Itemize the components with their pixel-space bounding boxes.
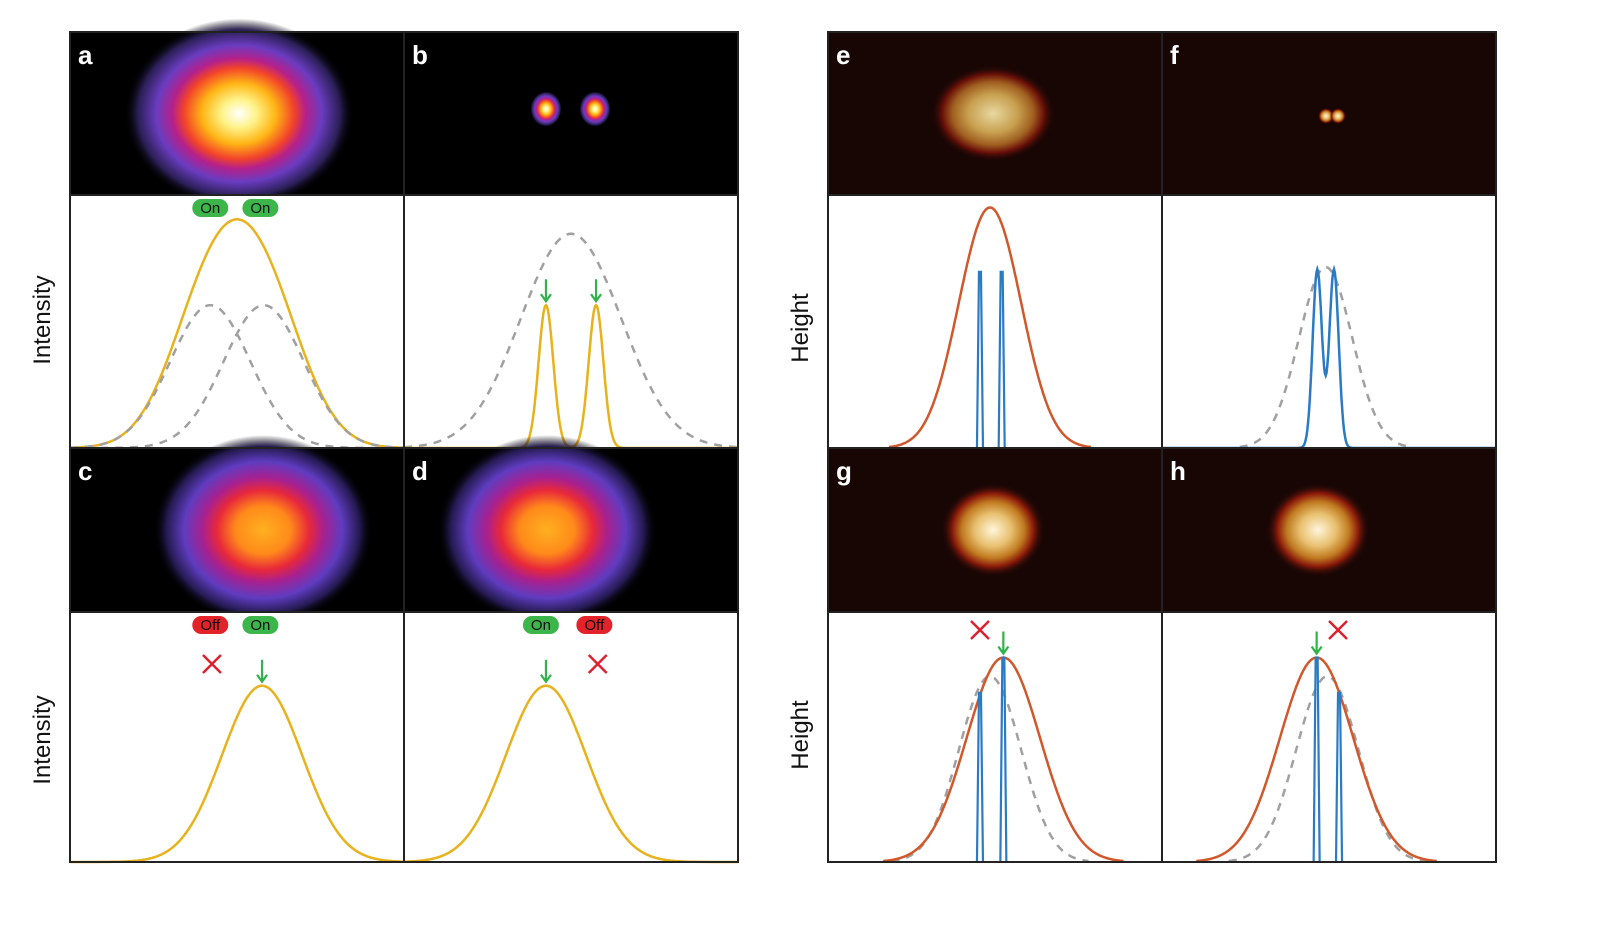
panel-letter: g bbox=[836, 456, 852, 486]
plot-area bbox=[1162, 612, 1496, 862]
cross-icon bbox=[587, 654, 608, 674]
panel-letter: c bbox=[78, 456, 92, 486]
afm-dot bbox=[1330, 108, 1346, 124]
panel-c: c Off On bbox=[69, 435, 405, 864]
state-badge-on bbox=[242, 199, 279, 217]
molecule-spike bbox=[1334, 691, 1344, 863]
afm-height-blob bbox=[1266, 483, 1370, 577]
panel-h: h bbox=[1161, 447, 1497, 863]
state-badge-on bbox=[192, 199, 229, 217]
fluorescence-spot bbox=[530, 91, 562, 127]
panel-letter: d bbox=[412, 456, 428, 486]
plot-area bbox=[70, 195, 404, 448]
y-axis-label: Height bbox=[787, 700, 814, 770]
series-diffraction bbox=[403, 232, 739, 449]
state-badge-off bbox=[192, 616, 229, 634]
arrow-down-icon bbox=[1310, 631, 1323, 656]
panel-e: e bbox=[827, 31, 1163, 449]
arrow-down-icon bbox=[590, 279, 602, 304]
state-badge-off bbox=[576, 616, 613, 634]
plot-area bbox=[404, 195, 738, 448]
molecule-spike bbox=[1312, 656, 1321, 863]
arrow-down-icon bbox=[540, 659, 552, 684]
series-envelope bbox=[1239, 265, 1412, 449]
plot-area bbox=[404, 612, 738, 862]
panel-b: b bbox=[403, 31, 739, 450]
arrow-down-icon bbox=[256, 659, 268, 684]
state-badge-label: On bbox=[531, 617, 551, 634]
cross-icon bbox=[970, 620, 990, 640]
panel-letter: h bbox=[1170, 456, 1186, 486]
arrow-down-icon bbox=[997, 631, 1010, 656]
state-badge-label: On bbox=[200, 200, 220, 217]
panel-border bbox=[1161, 447, 1497, 863]
panel-a: a On On bbox=[69, 18, 405, 450]
plot-area bbox=[70, 612, 404, 862]
panel-letter: e bbox=[836, 40, 850, 70]
fluorescence-spot bbox=[153, 435, 373, 625]
y-axis-label: Intensity bbox=[29, 275, 56, 364]
state-badge-label: Off bbox=[200, 617, 221, 634]
plot-area bbox=[828, 612, 1162, 862]
series-tip-profile bbox=[888, 206, 1092, 449]
state-badge-label: On bbox=[250, 617, 270, 634]
afm-height-blob bbox=[931, 65, 1055, 162]
molecule-spike bbox=[975, 691, 985, 863]
fluorescence-spot bbox=[437, 435, 657, 625]
series-emitter-2 bbox=[70, 303, 404, 450]
plot-area bbox=[828, 195, 1162, 448]
fluorescence-spot bbox=[124, 18, 354, 209]
afm-height-blob bbox=[941, 483, 1045, 577]
state-badge-label: Off bbox=[585, 617, 606, 634]
panel-letter: a bbox=[78, 40, 93, 70]
panel-border bbox=[403, 447, 739, 863]
y-axis-label: Height bbox=[787, 293, 814, 363]
y-axis-label: Intensity bbox=[29, 695, 56, 784]
panel-g: g bbox=[827, 447, 1163, 863]
cross-icon bbox=[1328, 620, 1348, 640]
fluorescence-spot bbox=[579, 91, 611, 127]
cross-icon bbox=[202, 654, 222, 674]
panel-d: d On Off bbox=[403, 435, 739, 864]
micrograph-background bbox=[404, 32, 738, 195]
molecule-spike bbox=[975, 270, 985, 449]
afm-dot bbox=[1318, 108, 1334, 124]
state-badge-on bbox=[242, 616, 279, 634]
panel-f: f bbox=[1161, 31, 1497, 450]
state-badge-on bbox=[522, 616, 559, 634]
panel-letter: b bbox=[412, 40, 428, 70]
molecule-spike bbox=[999, 656, 1008, 863]
arrow-down-icon bbox=[540, 279, 552, 304]
panel-letter: f bbox=[1170, 40, 1179, 70]
molecule-spike bbox=[997, 270, 1006, 449]
state-badge-label: On bbox=[250, 200, 270, 217]
